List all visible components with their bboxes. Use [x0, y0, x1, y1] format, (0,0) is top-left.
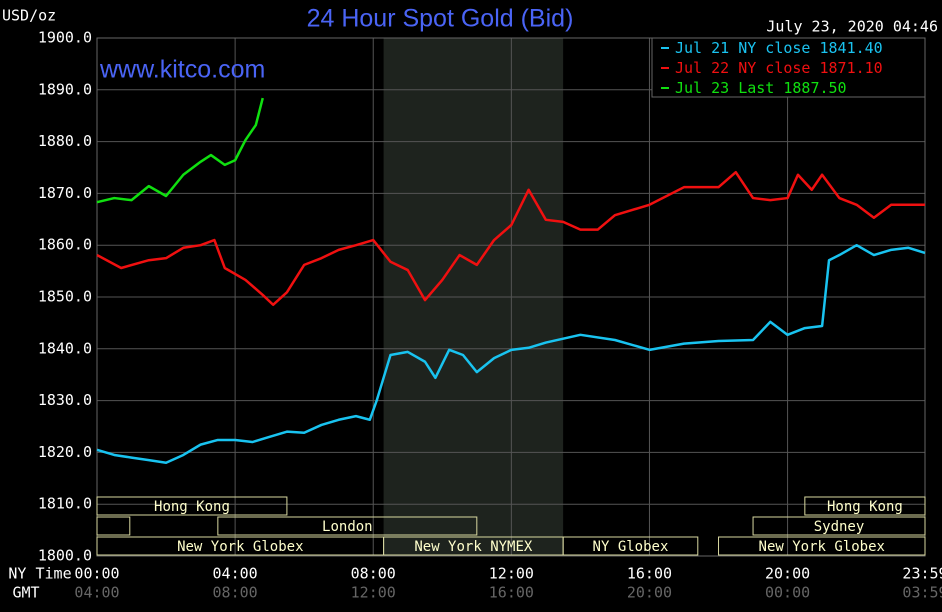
legend-close: 1841.40: [820, 39, 883, 57]
x-row-label: NY Time: [8, 565, 71, 583]
legend-name: Jul 23 Last: [675, 79, 774, 97]
x-tick-label: 04:00: [213, 565, 258, 583]
y-tick-label: 1800.0: [38, 547, 92, 565]
session-box: [804, 496, 926, 516]
gmt-tick-label: 16:00: [489, 584, 534, 602]
x-tick-label: 23:59: [902, 565, 942, 583]
y-tick-label: 1820.0: [38, 443, 92, 461]
x-tick-label: 08:00: [351, 565, 396, 583]
session-box: [752, 516, 926, 536]
y-tick-label: 1880.0: [38, 132, 92, 150]
legend-box: [651, 37, 926, 98]
legend-name: Jul 22 NY close: [675, 59, 810, 77]
session-label: Hong Kong: [827, 499, 903, 515]
session-box: [718, 536, 926, 556]
y-tick-label: 1830.0: [38, 391, 92, 409]
gmt-tick-label: 03:59: [902, 584, 942, 602]
legend-entry: Jul 21 NY close 1841.40: [675, 39, 883, 57]
x-tick-label: 16:00: [627, 565, 672, 583]
x-tick-label: 00:00: [74, 565, 119, 583]
gmt-tick-label: 20:00: [627, 584, 672, 602]
legend-entry: Jul 23 Last 1887.50: [675, 79, 847, 97]
series-line: [96, 243, 926, 465]
y-tick-label: 1810.0: [38, 495, 92, 513]
session-box: [96, 516, 131, 536]
y-tick-label: 1870.0: [38, 184, 92, 202]
gmt-tick-label: 12:00: [351, 584, 396, 602]
y-tick-label: 1860.0: [38, 236, 92, 254]
legend-close: 1887.50: [783, 79, 846, 97]
chart-title: 24 Hour Spot Gold (Bid): [307, 5, 574, 33]
legend-name: Jul 21 NY close: [675, 39, 810, 57]
watermark: www.kitco.com: [99, 56, 265, 84]
session-box: [96, 496, 288, 516]
session-box: [217, 516, 478, 536]
y-tick-label: 1890.0: [38, 80, 92, 98]
session-label: Sydney: [814, 519, 865, 535]
plot-border: [96, 37, 926, 557]
y-tick-label: 1840.0: [38, 339, 92, 357]
x2-row-label: GMT: [12, 584, 39, 602]
session-label: NY Globex: [593, 539, 669, 555]
session-label: New York Globex: [759, 539, 885, 555]
y-tick-label: 1900.0: [38, 29, 92, 47]
legend-entry: Jul 22 NY close 1871.10: [675, 59, 883, 77]
timestamp: July 23, 2020 04:46: [766, 18, 938, 36]
gmt-tick-label: 08:00: [213, 584, 258, 602]
legend-close: 1871.10: [820, 59, 883, 77]
y-unit: USD/oz: [2, 7, 56, 25]
y-tick-label: 1850.0: [38, 288, 92, 306]
x-tick-label: 20:00: [765, 565, 810, 583]
x-tick-label: 12:00: [489, 565, 534, 583]
gmt-tick-label: 04:00: [74, 584, 119, 602]
session-label: Hong Kong: [154, 499, 230, 515]
session-label: London: [322, 519, 373, 535]
series-line: [96, 170, 925, 307]
gmt-tick-label: 00:00: [765, 584, 810, 602]
session-box: [562, 536, 699, 556]
session-label: New York NYMEX: [414, 539, 533, 555]
session-label: New York Globex: [177, 539, 303, 555]
series-line: [96, 97, 264, 204]
